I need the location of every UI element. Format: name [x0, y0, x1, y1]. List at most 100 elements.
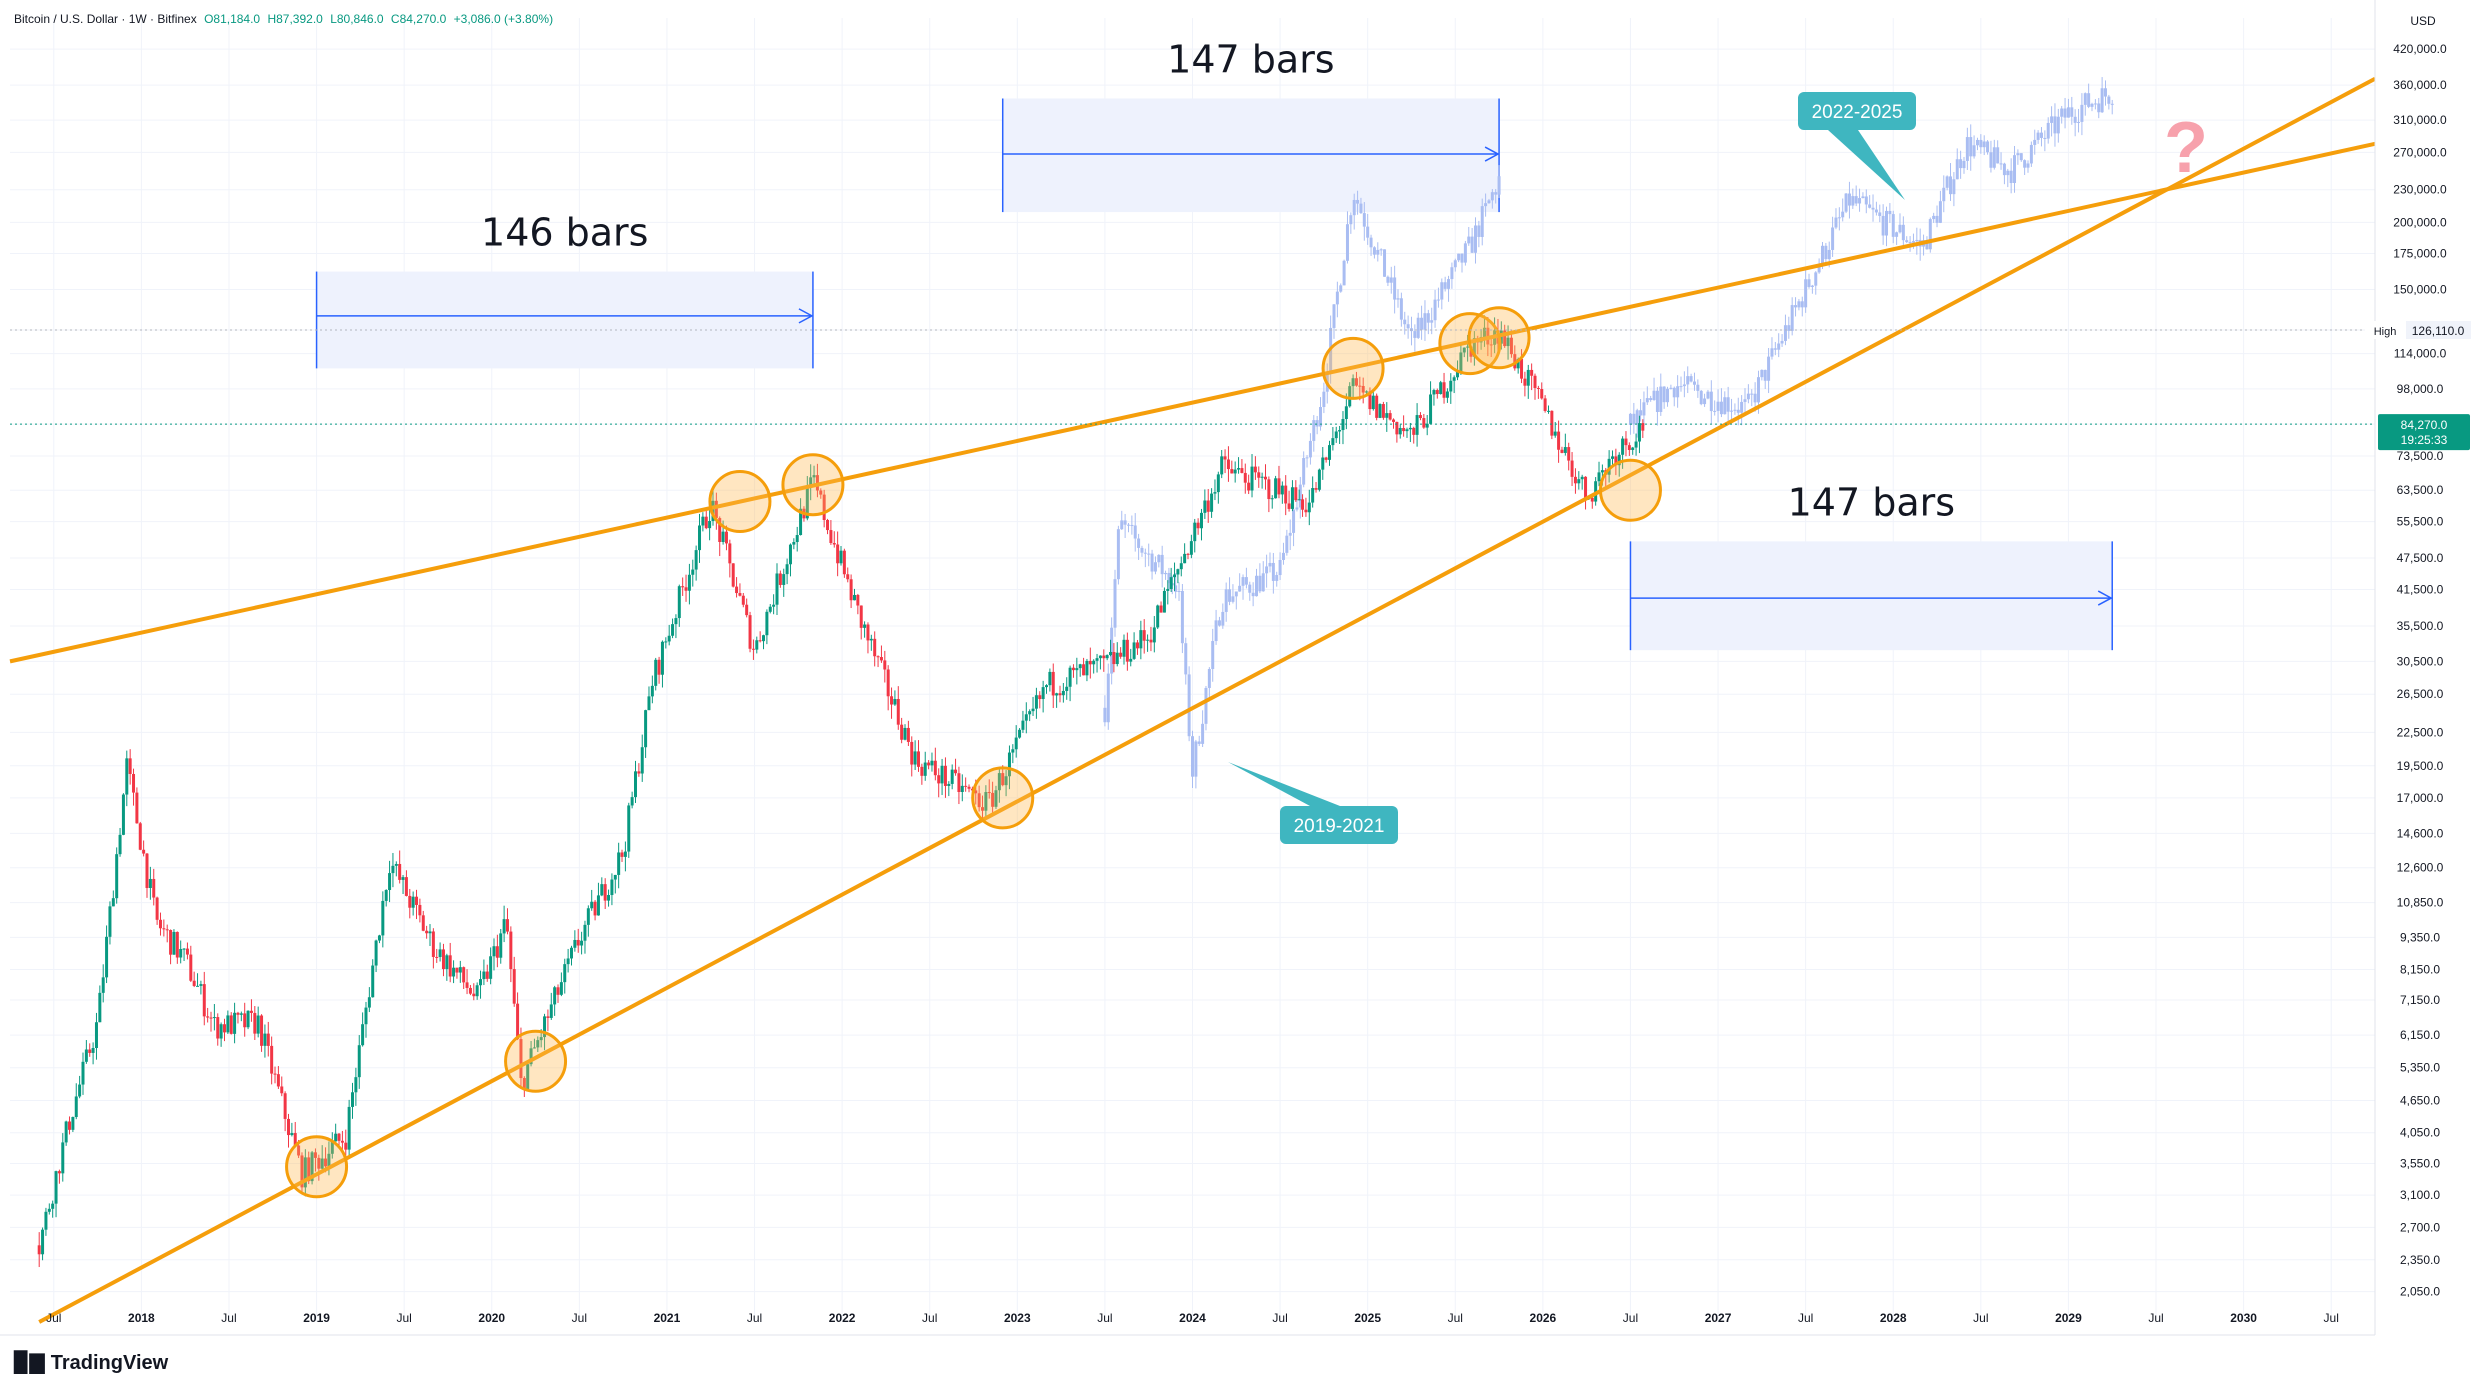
candle-body — [78, 1084, 82, 1097]
candle-body — [179, 948, 183, 958]
candle-body — [125, 758, 129, 795]
ohlc-change: +3,086.0 (+3.80%) — [453, 12, 554, 26]
candle-body — [492, 946, 496, 957]
candle-body — [41, 1229, 45, 1255]
candle-body — [142, 849, 146, 854]
time-tick: Jul — [2324, 1311, 2339, 1325]
ghost-candle-body — [1851, 196, 1855, 206]
range-arrowhead — [2097, 590, 2113, 606]
candle-body — [1429, 394, 1433, 424]
candle-body — [1243, 472, 1247, 483]
candle-body — [421, 915, 425, 931]
candle-body — [138, 823, 142, 850]
tradingview-logo[interactable]: ▉▇ TradingView — [14, 1350, 168, 1375]
price-tick: 19,500.0 — [2397, 759, 2444, 773]
candle-body — [1516, 358, 1520, 369]
candle-body — [452, 967, 456, 977]
ghost-candle-body — [1356, 199, 1360, 204]
ghost-candle-body — [1258, 575, 1262, 592]
ghost-candle-body — [2029, 144, 2033, 164]
candle-body — [1543, 398, 1547, 411]
candle-body — [357, 1045, 361, 1078]
ghost-candle-body — [2036, 132, 2040, 140]
touch-circle — [971, 766, 1035, 830]
ghost-candle-body — [1632, 413, 1636, 425]
ghost-candle-body — [1760, 369, 1764, 378]
candle-body — [957, 773, 961, 793]
ghost-candle-body — [1160, 554, 1164, 575]
candle-body — [270, 1045, 274, 1074]
ghost-candle-body — [2002, 163, 2006, 176]
time-tick: Jul — [396, 1311, 411, 1325]
candle-body — [1203, 500, 1207, 513]
candle-body — [307, 1157, 311, 1182]
annotation-labels: 2019-2021 2022-2025? — [1228, 92, 2208, 844]
brand-name: TradingView — [50, 1352, 169, 1374]
ghost-candle-body — [1743, 399, 1747, 402]
ghost-candle-body — [1447, 279, 1451, 289]
ghost-candle-body — [2107, 96, 2111, 104]
candle-body — [431, 931, 435, 957]
projection-overlay — [1103, 77, 2114, 789]
ghost-candle-body — [1332, 304, 1336, 328]
candle-body — [883, 660, 887, 670]
ghost-candle-body — [1672, 387, 1676, 398]
candle-body — [1260, 476, 1264, 478]
ghost-candle-body — [1194, 741, 1198, 777]
candle-body — [1007, 752, 1011, 777]
candle-body — [529, 1048, 533, 1065]
ghost-candle-body — [1804, 279, 1808, 308]
candle-body — [950, 769, 954, 784]
candle-body — [1021, 720, 1025, 730]
ghost-candle-body — [1699, 390, 1703, 405]
ghost-candle-body — [1372, 247, 1376, 255]
candle-body — [1169, 577, 1173, 589]
candle-body — [863, 624, 867, 628]
ghost-candle-body — [1723, 397, 1727, 415]
ghost-candle-body — [1837, 217, 1841, 219]
candle-body — [398, 863, 402, 880]
ghost-candle-body — [1228, 589, 1232, 602]
candle-body — [1631, 447, 1635, 450]
ghost-candle-body — [2043, 137, 2047, 139]
ghost-candle-body — [1999, 163, 2003, 165]
candle-body — [1189, 541, 1193, 555]
candle-body — [1617, 454, 1621, 466]
candle-body — [1580, 476, 1584, 480]
ghost-candle-body — [1436, 299, 1440, 301]
ghost-candle-body — [1305, 457, 1309, 459]
ghost-candle-body — [1477, 225, 1481, 237]
ghost-candle-body — [1126, 524, 1130, 526]
candle-body — [940, 765, 944, 784]
candle-body — [1435, 390, 1439, 395]
candle-body — [438, 949, 442, 957]
ghost-candle-body — [1659, 386, 1663, 412]
candle-body — [634, 771, 638, 798]
ghost-candle-body — [1130, 524, 1134, 526]
candle-body — [532, 1047, 536, 1049]
ghost-candle-body — [1393, 277, 1397, 300]
candle-body — [1311, 488, 1315, 503]
ghost-candle-body — [1706, 391, 1710, 399]
candle-body — [128, 758, 132, 774]
candle-body — [1621, 438, 1625, 455]
range-arrowhead — [798, 308, 814, 324]
candle-body — [1439, 382, 1443, 395]
candle-body — [1405, 429, 1409, 432]
candle-body — [974, 790, 978, 794]
candle-body — [418, 904, 422, 916]
ghost-candle-body — [2009, 170, 2013, 184]
candle-body — [1139, 630, 1143, 649]
ghost-candle-body — [1834, 217, 1838, 228]
candle-body — [84, 1049, 88, 1062]
candle-body — [711, 500, 715, 522]
ghost-candle-body — [1703, 398, 1707, 405]
candle-body — [425, 930, 429, 934]
candle-body — [927, 762, 931, 766]
candle-body — [657, 659, 661, 675]
candle-body — [1031, 708, 1035, 712]
candle-body — [1456, 372, 1460, 378]
candle-body — [569, 947, 573, 959]
ghost-candle-body — [1460, 253, 1464, 263]
